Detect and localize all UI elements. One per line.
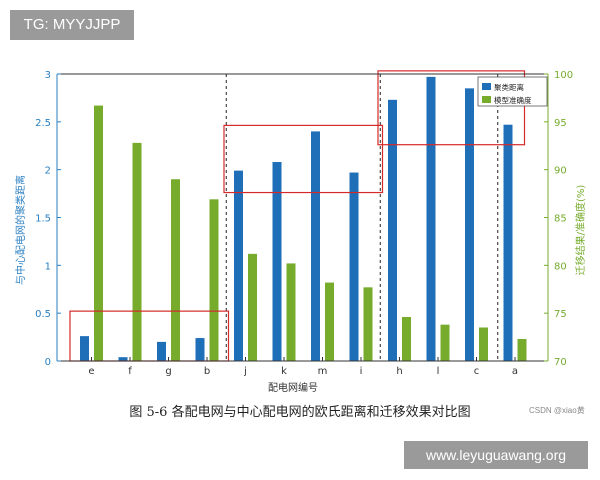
bar-accuracy-c (479, 327, 488, 361)
legend-label-1: 聚类距离 (494, 82, 524, 92)
x-tick-label-g: g (165, 366, 171, 377)
bar-accuracy-f (132, 142, 142, 361)
bar-distance-l (426, 76, 436, 362)
bar-distance-c (465, 88, 474, 361)
credit-text: CSDN @xiao黄 (529, 406, 585, 415)
highlight-box-group-2 (223, 124, 384, 194)
bar-distance-b (195, 338, 205, 361)
axes (56, 73, 549, 362)
bar-accuracy-i (363, 287, 373, 361)
y-left-tick-label: 0 (45, 357, 51, 368)
x-axis-label: 配电网编号 (268, 381, 318, 394)
y-left-tick-label: 3 (45, 70, 51, 81)
y-left-tick-label: 2 (45, 166, 51, 177)
y-left-tick-label: 1 (45, 261, 51, 272)
x-tick-label-j: j (243, 366, 247, 377)
highlight-box-group-3 (377, 70, 526, 146)
bar-distance-e (80, 336, 89, 361)
y-axis-right-label: 迁移结果/准确度(%) (574, 185, 587, 276)
x-tick-label-m: m (318, 366, 328, 377)
x-tick-label-c: c (474, 366, 480, 377)
bar-accuracy-h (402, 316, 411, 361)
x-tick-label-b: b (204, 366, 210, 377)
bar-layer (80, 76, 527, 362)
x-tick-label-l: l (437, 366, 440, 377)
x-tick-label-k: k (281, 366, 287, 377)
bar-accuracy-m (325, 282, 334, 361)
group-dividers (225, 74, 499, 361)
x-tick-label-f: f (128, 366, 132, 377)
y-right-tick-label: 75 (554, 309, 567, 320)
y-left-tick-label: 2.5 (35, 118, 51, 129)
highlight-box-group-1 (69, 310, 230, 362)
bar-distance-k (272, 162, 282, 361)
bar-accuracy-b (209, 199, 219, 361)
x-tick-label-a: a (512, 366, 518, 377)
bar-accuracy-g (171, 179, 180, 361)
bar-distance-i (349, 172, 359, 361)
bar-accuracy-a (517, 338, 527, 361)
y-right-tick-label: 80 (554, 261, 567, 272)
bar-accuracy-e (94, 105, 103, 361)
bar-accuracy-j (248, 253, 257, 361)
legend-label-2: 模型准确度 (494, 95, 532, 105)
bar-distance-j (234, 170, 243, 361)
y-left-tick-label: 0.5 (35, 309, 51, 320)
y-axis-left-label: 与中心配电网的聚类距离 (14, 175, 27, 285)
bar-distance-g (157, 341, 166, 361)
watermark-tag: TG: MYYJJPP (10, 10, 134, 40)
legend-swatch-1 (482, 83, 491, 90)
bar-distance-a (503, 124, 513, 361)
y-right-tick-label: 95 (554, 118, 567, 129)
site-watermark: www.leyuguawang.org (404, 441, 588, 469)
x-tick-label-h: h (396, 366, 402, 377)
bar-accuracy-k (286, 263, 296, 361)
y-right-tick-label: 100 (554, 70, 573, 81)
figure-caption: 图 5-6 各配电网与中心配电网的欧氏距离和迁移效果对比图 (129, 405, 471, 420)
tick-labels: 0 0.5 1 1.5 2 2.5 3 70 75 80 85 90 95 100 e f g b j k m i h l c a (35, 70, 573, 377)
x-tick-label-i: i (360, 366, 363, 377)
y-right-tick-label: 90 (554, 166, 567, 177)
bar-distance-h (388, 99, 397, 361)
bar-accuracy-l (440, 324, 450, 361)
x-tick-label-e: e (88, 366, 94, 377)
bar-distance-f (118, 357, 128, 361)
legend-swatch-2 (482, 96, 491, 103)
y-right-tick-label: 85 (554, 214, 567, 225)
y-right-tick-label: 70 (554, 357, 567, 368)
bar-distance-m (311, 131, 320, 361)
y-left-tick-label: 1.5 (35, 214, 51, 225)
